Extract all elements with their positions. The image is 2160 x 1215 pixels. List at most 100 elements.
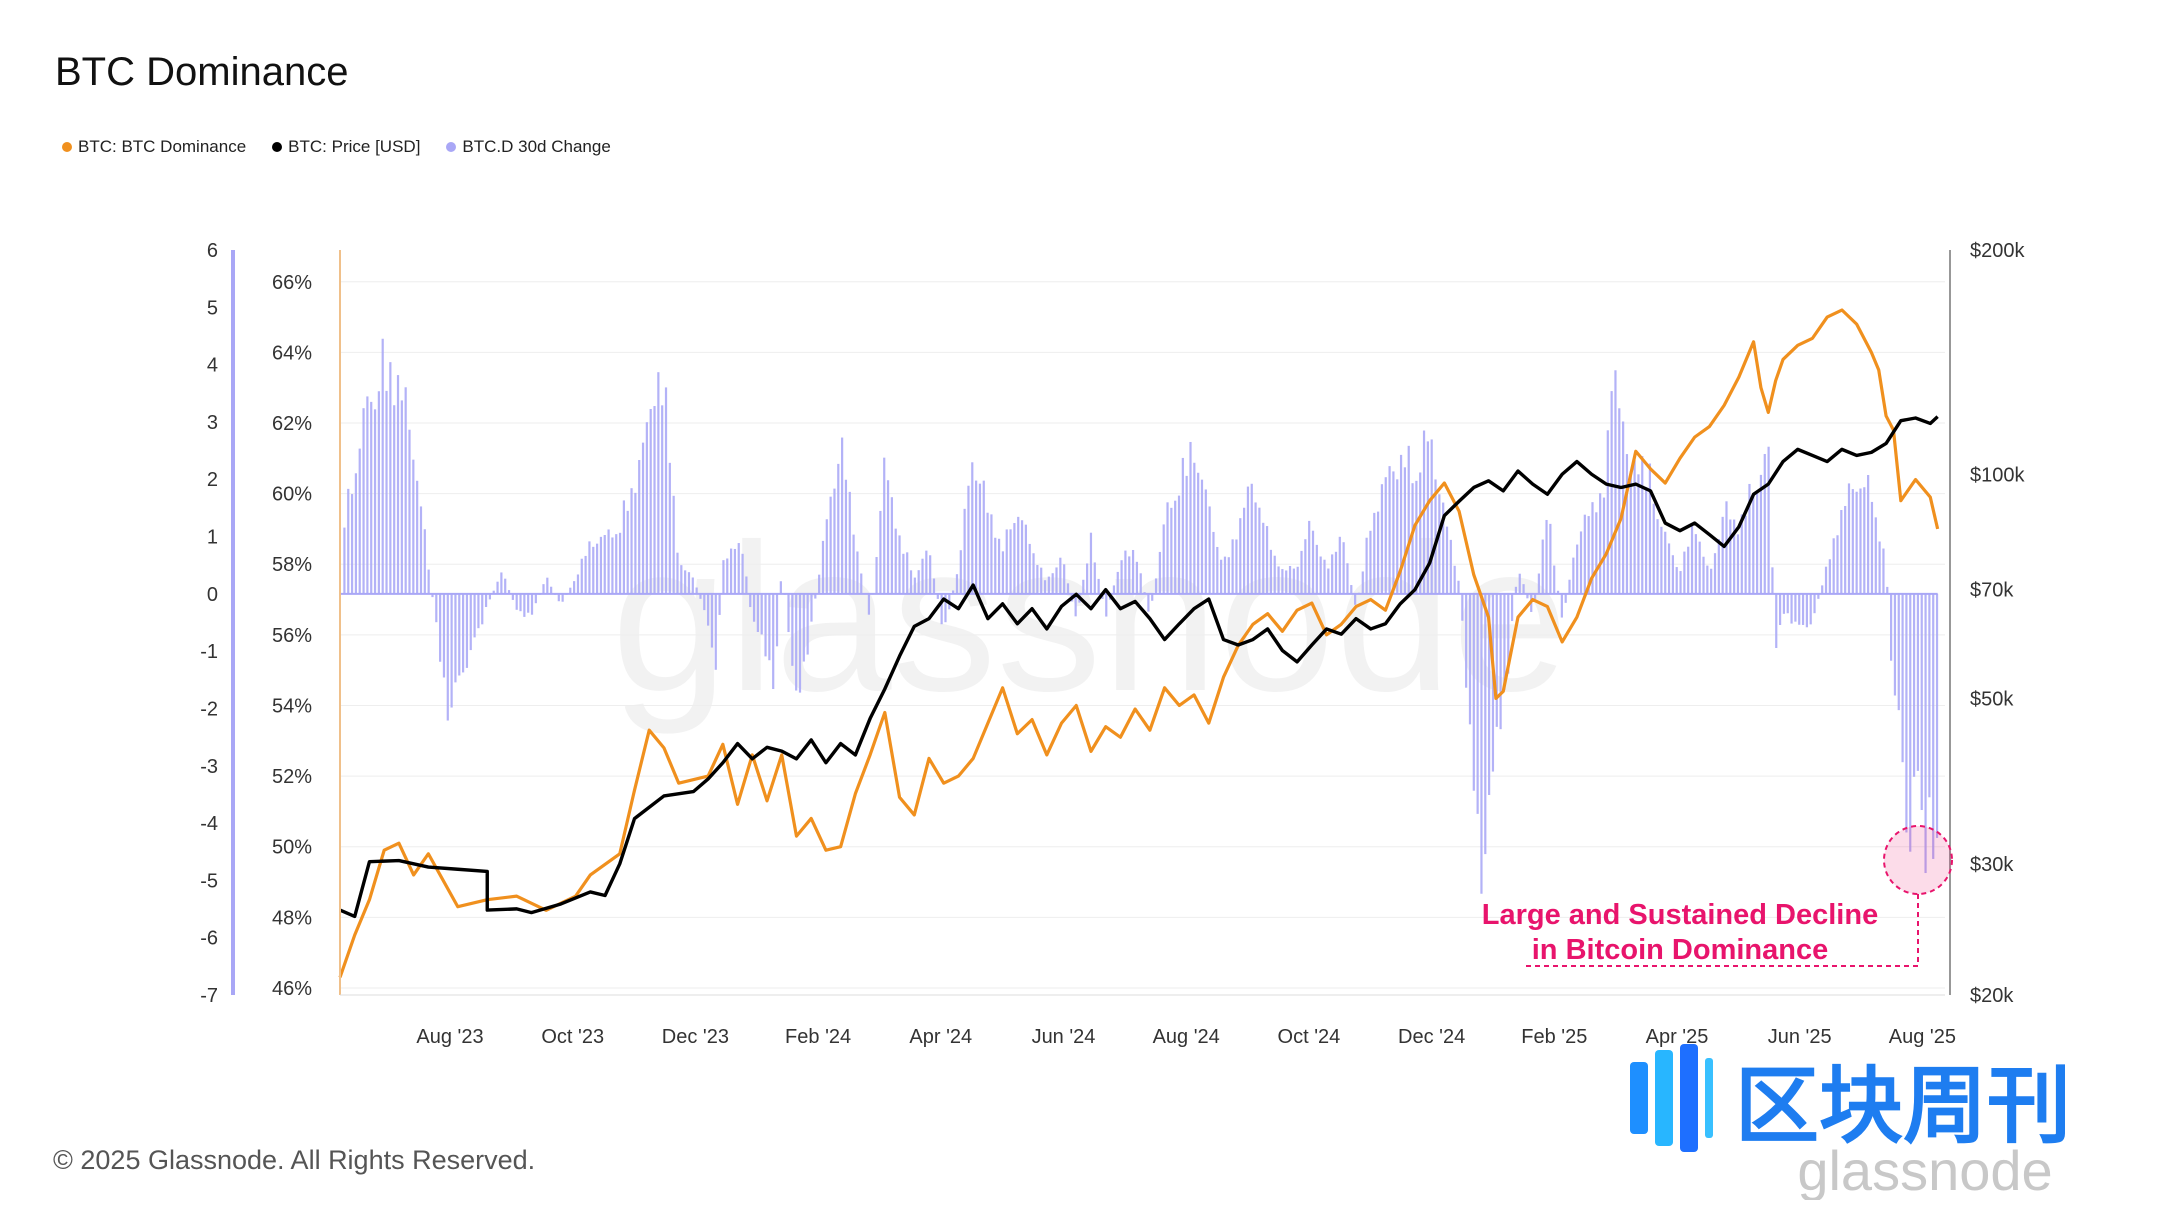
- change-bar: [676, 552, 679, 594]
- x-tick-label: Aug '25: [1889, 1026, 1956, 1048]
- change-bar: [1472, 593, 1475, 791]
- change-bar: [1296, 566, 1299, 594]
- change-bar: [1752, 493, 1755, 594]
- legend-label-price: BTC: Price [USD]: [288, 137, 421, 156]
- change-bar: [1882, 548, 1885, 594]
- change-bar: [1729, 519, 1732, 594]
- change-bar: [856, 551, 859, 594]
- change-bar: [760, 593, 763, 635]
- change-bar: [1051, 573, 1054, 594]
- axes: 6 5 4 3 2 1 0 -1 -2 -3 -4 -5 -6 -7 66% 64% 62% 60% 58% 56% 5…: [200, 240, 2025, 1048]
- brand-cn-text: 区块周刊: [1735, 1057, 2071, 1155]
- change-tick-label: -2: [200, 698, 218, 720]
- change-bar: [519, 593, 522, 612]
- change-bar: [439, 593, 442, 662]
- change-bar: [1208, 506, 1211, 594]
- dominance-tick-label: 66%: [272, 272, 312, 294]
- change-bar: [1809, 593, 1812, 625]
- change-bar: [1392, 471, 1395, 594]
- legend-item-dominance[interactable]: BTC: BTC Dominance: [62, 137, 246, 157]
- change-bar: [1197, 472, 1200, 594]
- change-bar: [1771, 567, 1774, 594]
- change-bar: [1327, 568, 1330, 594]
- change-bar: [1633, 460, 1636, 594]
- change-bar: [722, 560, 725, 594]
- annotation-leader: [1523, 894, 1919, 967]
- change-bar: [703, 593, 706, 611]
- change-bar: [1786, 593, 1789, 614]
- change-bar: [1537, 573, 1540, 594]
- change-bar: [967, 485, 970, 594]
- change-bar: [745, 576, 748, 594]
- change-bar: [1484, 593, 1487, 855]
- change-bar: [1154, 578, 1158, 594]
- change-bar: [1748, 483, 1751, 594]
- change-bar: [1629, 471, 1632, 594]
- change-bar: [354, 473, 358, 594]
- legend-item-price[interactable]: BTC: Price [USD]: [272, 137, 420, 157]
- change-bar: [1334, 551, 1338, 594]
- price-line: [339, 415, 1939, 919]
- change-bar: [714, 593, 717, 670]
- change-bar: [1614, 370, 1617, 594]
- dominance-tick-label: 52%: [272, 766, 312, 788]
- change-bar: [515, 593, 518, 610]
- change-bar: [1246, 486, 1250, 594]
- change-bar: [1407, 445, 1410, 594]
- change-tick-label: 5: [207, 297, 218, 319]
- change-bar: [1549, 523, 1552, 594]
- change-bar: [1817, 593, 1820, 599]
- change-bar: [1262, 522, 1265, 594]
- change-bar: [1893, 593, 1897, 696]
- change-bar: [1717, 539, 1720, 594]
- change-bar: [1116, 571, 1119, 594]
- change-bar: [749, 593, 752, 608]
- change-bar: [1844, 505, 1847, 594]
- change-bar: [1315, 544, 1318, 594]
- change-bar: [484, 593, 488, 608]
- change-bar: [423, 529, 426, 594]
- series-lines: [338, 308, 1940, 978]
- change-bar: [584, 555, 587, 594]
- change-tick-label: -7: [200, 985, 218, 1007]
- change-bar: [764, 593, 767, 657]
- change-bar: [1032, 553, 1035, 594]
- change-bar: [1828, 559, 1831, 594]
- change-bar: [752, 593, 756, 622]
- change-bar: [1641, 456, 1644, 594]
- change-bar: [461, 593, 465, 673]
- change-bar: [1595, 512, 1598, 594]
- change-bar: [1924, 593, 1927, 874]
- change-bar: [687, 572, 691, 594]
- legend-item-change[interactable]: BTC.D 30d Change: [446, 137, 611, 157]
- change-bar: [1560, 593, 1563, 618]
- change-bar: [1269, 549, 1272, 594]
- change-bar: [787, 593, 790, 633]
- x-tick-label: Oct '24: [1278, 1026, 1341, 1048]
- change-bar: [412, 459, 415, 594]
- change-bar: [419, 506, 423, 594]
- change-bar: [1625, 454, 1629, 594]
- change-bar: [1177, 495, 1181, 594]
- change-bar: [1013, 523, 1016, 594]
- change-bar: [1323, 559, 1326, 594]
- change-bar: [990, 514, 993, 594]
- change-bar: [1396, 479, 1399, 594]
- x-tick-label: Aug '23: [416, 1026, 483, 1048]
- change-bar: [1664, 531, 1667, 594]
- change-bar: [1675, 567, 1678, 594]
- change-bar: [1928, 593, 1931, 798]
- change-bar: [634, 492, 637, 594]
- change-bar: [1798, 593, 1801, 625]
- change-bar: [1572, 557, 1575, 594]
- change-bar: [435, 593, 438, 623]
- change-bar: [668, 462, 671, 594]
- change-bar: [1445, 526, 1449, 594]
- change-bar: [615, 534, 618, 594]
- change-bar: [1009, 529, 1012, 594]
- change-bar: [1564, 593, 1567, 603]
- change-bar: [1308, 520, 1311, 594]
- change-bar: [618, 532, 622, 594]
- change-bar: [1794, 593, 1797, 622]
